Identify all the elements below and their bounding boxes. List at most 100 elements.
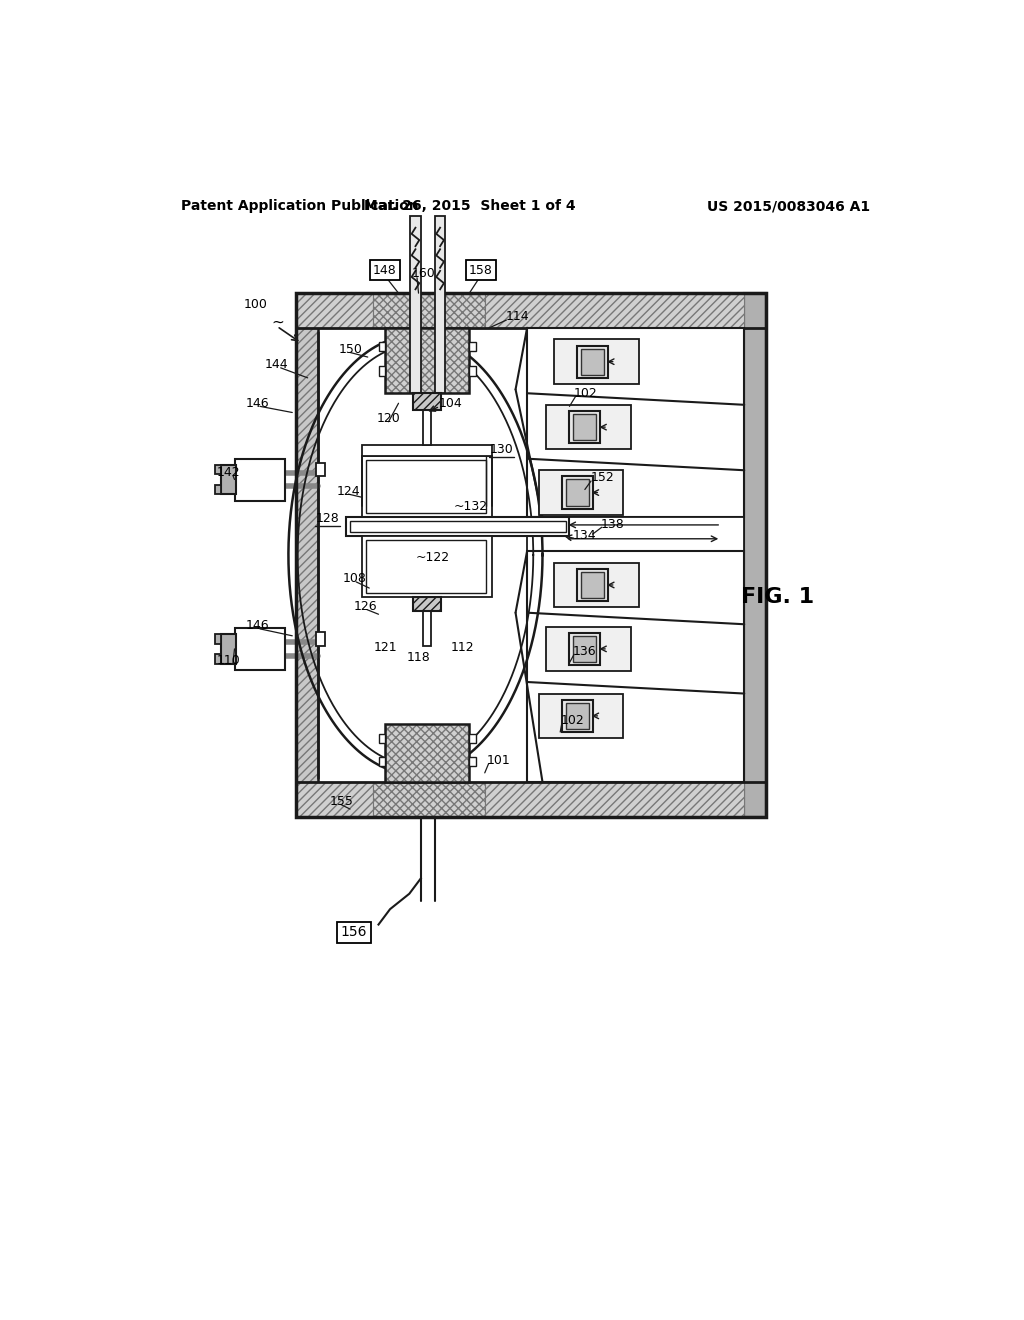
Bar: [527, 552, 744, 781]
Bar: [547, 627, 631, 671]
Bar: [573, 636, 596, 661]
Bar: [361, 455, 493, 517]
Text: 110: 110: [217, 653, 241, 667]
Bar: [469, 734, 475, 743]
Text: 130: 130: [489, 444, 513, 455]
Text: 152: 152: [590, 471, 614, 484]
Bar: [379, 367, 385, 376]
Text: Patent Application Publication: Patent Application Publication: [180, 199, 419, 213]
Text: 124: 124: [337, 484, 360, 498]
Bar: [361, 445, 493, 455]
Bar: [423, 411, 431, 445]
Bar: [565, 702, 589, 729]
Text: US 2015/0083046 A1: US 2015/0083046 A1: [707, 199, 869, 213]
Bar: [385, 725, 469, 781]
Bar: [316, 632, 326, 645]
Bar: [296, 293, 766, 327]
Bar: [547, 405, 631, 449]
Bar: [367, 540, 486, 593]
Text: 150: 150: [339, 343, 362, 356]
Bar: [581, 572, 604, 598]
Text: 158: 158: [469, 264, 493, 277]
Text: 102: 102: [574, 387, 598, 400]
Text: 112: 112: [451, 640, 474, 653]
Bar: [220, 465, 237, 494]
Bar: [296, 293, 317, 817]
Text: 160: 160: [412, 268, 435, 280]
Bar: [234, 628, 285, 671]
Bar: [562, 477, 593, 508]
Bar: [578, 569, 608, 601]
Bar: [554, 339, 639, 384]
Bar: [413, 597, 441, 611]
Text: 118: 118: [407, 651, 430, 664]
Bar: [527, 517, 744, 554]
Text: ~132: ~132: [454, 500, 488, 513]
Bar: [578, 346, 608, 378]
Bar: [569, 411, 600, 444]
Text: ~122: ~122: [416, 550, 450, 564]
Bar: [527, 327, 744, 517]
Bar: [296, 781, 373, 817]
Bar: [350, 521, 565, 532]
Text: FIG. 1: FIG. 1: [740, 587, 814, 607]
Bar: [413, 393, 441, 411]
Bar: [581, 348, 604, 375]
Bar: [565, 479, 589, 506]
Text: 121: 121: [374, 640, 397, 653]
Text: 126: 126: [354, 601, 378, 612]
Text: 148: 148: [373, 264, 396, 277]
Bar: [554, 562, 639, 607]
Bar: [484, 781, 744, 817]
Bar: [373, 293, 484, 327]
Bar: [569, 632, 600, 665]
Text: 156: 156: [341, 925, 368, 940]
Text: 114: 114: [506, 310, 529, 323]
Bar: [234, 459, 285, 502]
Bar: [379, 342, 385, 351]
Text: 120: 120: [377, 412, 400, 425]
Bar: [413, 597, 441, 611]
Bar: [539, 693, 624, 738]
Bar: [413, 393, 441, 411]
Bar: [379, 756, 385, 766]
Text: 104: 104: [438, 397, 462, 409]
Bar: [296, 293, 373, 327]
Bar: [296, 293, 766, 817]
Bar: [469, 756, 475, 766]
Text: ~: ~: [271, 315, 285, 330]
Text: Mar. 26, 2015  Sheet 1 of 4: Mar. 26, 2015 Sheet 1 of 4: [364, 199, 575, 213]
Bar: [346, 517, 569, 536]
Bar: [215, 484, 221, 494]
Bar: [410, 216, 421, 393]
Bar: [484, 293, 744, 327]
Bar: [423, 611, 431, 645]
Text: 142: 142: [217, 466, 241, 479]
Text: 108: 108: [343, 573, 367, 585]
Bar: [539, 470, 624, 515]
Text: 144: 144: [264, 358, 288, 371]
Bar: [469, 367, 475, 376]
Bar: [573, 414, 596, 441]
Bar: [361, 536, 493, 597]
Bar: [215, 655, 221, 664]
Bar: [367, 461, 486, 512]
Bar: [215, 635, 221, 644]
Text: 146: 146: [246, 397, 269, 409]
Bar: [435, 216, 445, 393]
Bar: [215, 465, 221, 474]
Bar: [373, 781, 484, 817]
Text: 128: 128: [315, 512, 339, 525]
Text: 101: 101: [487, 754, 511, 767]
Text: 134: 134: [572, 529, 596, 543]
Text: 138: 138: [600, 517, 624, 531]
Bar: [316, 462, 326, 477]
Bar: [385, 327, 469, 393]
Bar: [562, 700, 593, 733]
Bar: [296, 781, 766, 817]
Bar: [385, 327, 469, 393]
Bar: [385, 725, 469, 781]
Bar: [469, 342, 475, 351]
Bar: [379, 734, 385, 743]
Bar: [296, 293, 317, 817]
